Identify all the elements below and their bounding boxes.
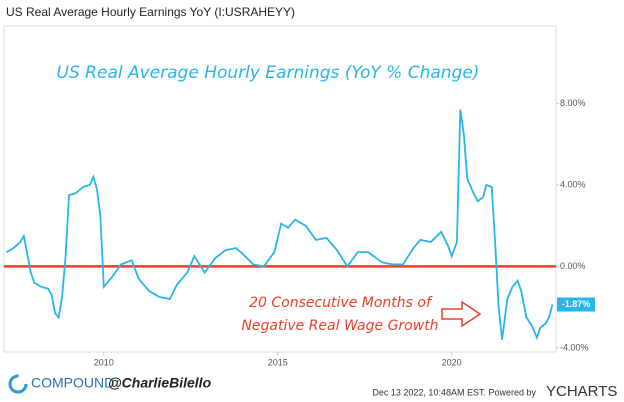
page-header: US Real Average Hourly Earnings YoY (I:U… (6, 5, 295, 19)
y-tick-label: 0.00% (560, 261, 586, 271)
handle: @CharlieBilello (108, 375, 212, 391)
timestamp: Dec 13 2022, 10:48AM EST. Powered by (372, 387, 536, 397)
last-value-label: -1.87% (562, 299, 591, 309)
plot-frame (3, 25, 557, 353)
y-tick-label: 8.00% (560, 98, 586, 108)
annotation: Negative Real Wage Growth (241, 318, 438, 334)
x-tick-label: 2015 (268, 357, 288, 367)
logo (8, 374, 28, 394)
provider: YCHARTS (546, 383, 617, 400)
y-tick-label: -4.00% (560, 342, 589, 352)
x-tick-label: 2020 (442, 357, 462, 367)
brand: COMPOUND (31, 375, 114, 391)
annotation: 20 Consecutive Months of (249, 295, 433, 311)
last-value-box (557, 297, 595, 312)
x-tick-label: 2010 (94, 357, 114, 367)
chart-title: US Real Average Hourly Earnings (YoY % C… (57, 63, 480, 83)
line (5, 109, 554, 341)
arrow (441, 300, 482, 328)
y-tick-label: 4.00% (560, 179, 586, 189)
